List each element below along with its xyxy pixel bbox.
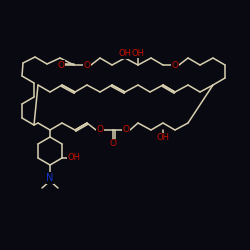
Text: O: O bbox=[110, 140, 116, 148]
Text: OH: OH bbox=[68, 154, 80, 162]
Text: OH: OH bbox=[118, 50, 132, 58]
Text: O: O bbox=[122, 126, 130, 134]
Text: O: O bbox=[172, 60, 178, 70]
Text: OH: OH bbox=[156, 134, 170, 142]
Text: O: O bbox=[84, 60, 90, 70]
Text: O: O bbox=[58, 60, 64, 70]
Text: N: N bbox=[46, 173, 54, 183]
Text: O: O bbox=[96, 126, 103, 134]
Text: OH: OH bbox=[132, 48, 144, 58]
